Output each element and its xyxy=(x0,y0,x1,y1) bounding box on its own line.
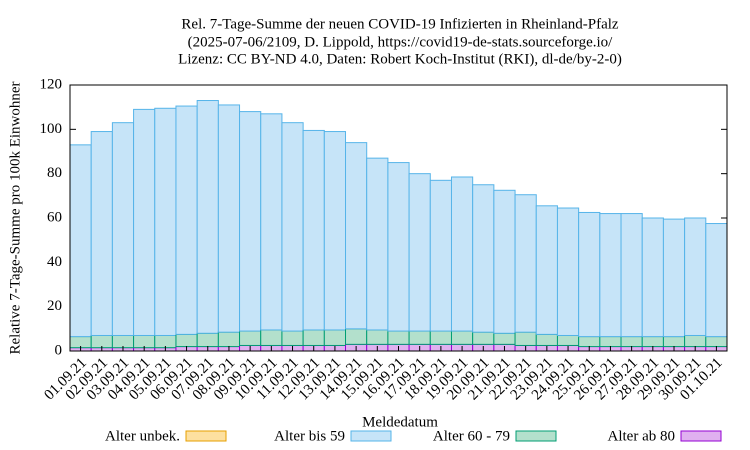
bar-segment xyxy=(556,334,580,346)
legend-swatch xyxy=(350,430,392,442)
bar-segment xyxy=(472,331,495,345)
bar-segment xyxy=(345,142,368,330)
legend-label: Alter 60 - 79 xyxy=(433,428,510,444)
bar-segment xyxy=(578,336,601,348)
bar-segment xyxy=(133,334,156,349)
bar-segment xyxy=(281,330,304,346)
bar-segment xyxy=(239,330,262,346)
bar-segment xyxy=(69,144,92,338)
bar-segment xyxy=(387,162,410,332)
legend-label: Alter bis 59 xyxy=(274,428,345,444)
y-axis-label: Relative 7-Tage-Summe pro 100k Einwohner xyxy=(7,81,23,354)
bar-segment xyxy=(302,329,325,346)
bar-segment xyxy=(387,330,410,345)
y-tick-label: 0 xyxy=(55,342,63,358)
chart-title: Rel. 7-Tage-Summe der neuen COVID-19 Inf… xyxy=(181,16,618,32)
bar-segment xyxy=(684,334,707,348)
bar-segment xyxy=(662,218,686,338)
x-axis-label: Meldedatum xyxy=(362,414,438,430)
bar-segment xyxy=(578,211,601,338)
y-tick-label: 100 xyxy=(40,121,63,137)
legend-swatch xyxy=(515,430,557,442)
bar-segment xyxy=(535,333,558,346)
bar-segment xyxy=(556,207,580,336)
bar-segment xyxy=(429,179,452,332)
y-tick-label: 60 xyxy=(47,209,62,225)
bar-segment xyxy=(662,336,686,348)
bar-segment xyxy=(111,122,135,336)
bar-segment xyxy=(323,329,347,346)
bar-segment xyxy=(302,129,325,331)
bar-segment xyxy=(217,104,241,333)
bar-segment xyxy=(345,328,368,345)
bar-segment xyxy=(599,213,622,338)
bar-segment xyxy=(133,108,156,336)
chart-title: (2025-07-06/2109, D. Lippold, https://co… xyxy=(188,34,613,50)
bar-segment xyxy=(408,173,431,332)
bar-segment xyxy=(323,131,347,331)
legend-label: Alter ab 80 xyxy=(608,428,675,444)
bar-segment xyxy=(196,100,219,334)
bar-segment xyxy=(429,330,452,345)
bar-segment xyxy=(154,334,177,349)
bar-segment xyxy=(599,336,622,348)
y-tick-label: 120 xyxy=(40,76,63,92)
bar-segment xyxy=(641,217,664,338)
bar-segment xyxy=(535,205,558,335)
legend-label: Alter unbek. xyxy=(105,428,180,444)
bar-segment xyxy=(705,223,728,338)
bar-segment xyxy=(154,107,177,336)
bar-segment xyxy=(408,330,431,345)
legend-swatch xyxy=(680,430,722,442)
bar-segment xyxy=(684,217,707,336)
bar-segment xyxy=(175,333,198,348)
bar-segment xyxy=(450,176,474,332)
bar-segment xyxy=(239,111,262,332)
y-tick-label: 80 xyxy=(47,165,62,181)
bar-segment xyxy=(493,189,516,334)
bar-segment xyxy=(705,336,728,348)
bar-segment xyxy=(90,131,113,336)
bar-segment xyxy=(196,332,219,348)
bar-segment xyxy=(620,336,643,348)
bar-segment xyxy=(281,122,304,332)
plot-frame xyxy=(69,84,728,352)
y-tick-label: 40 xyxy=(47,254,62,270)
bar-segment xyxy=(514,194,537,333)
bar-segment xyxy=(260,329,283,346)
bar-segment xyxy=(217,331,241,348)
bar-segment xyxy=(450,330,474,345)
bar-segment xyxy=(175,105,198,335)
bar-segment xyxy=(260,113,283,331)
bar-segment xyxy=(366,157,389,331)
bar-segment xyxy=(493,332,516,345)
y-tick-label: 20 xyxy=(47,298,62,314)
bar-segment xyxy=(472,184,495,333)
bar-segment xyxy=(111,334,135,349)
bar-segment xyxy=(620,213,643,338)
legend-swatch xyxy=(185,430,227,442)
bar-segment xyxy=(90,334,113,349)
bar-segment xyxy=(514,331,537,346)
chart-title: Lizenz: CC BY-ND 4.0, Daten: Robert Koch… xyxy=(178,51,622,67)
bar-segment xyxy=(366,329,389,345)
bar-segment xyxy=(641,336,664,348)
